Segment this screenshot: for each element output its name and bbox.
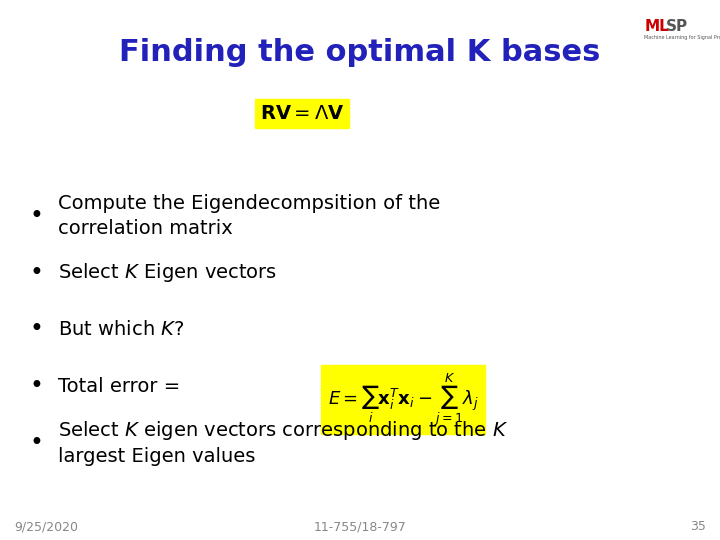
Text: •: • — [29, 318, 43, 341]
Text: $\mathbf{RV} = \Lambda\mathbf{V}$: $\mathbf{RV} = \Lambda\mathbf{V}$ — [260, 104, 345, 123]
Text: •: • — [29, 204, 43, 228]
Text: •: • — [29, 431, 43, 455]
Text: Total error =: Total error = — [58, 376, 186, 396]
Text: 9/25/2020: 9/25/2020 — [14, 520, 78, 533]
Text: •: • — [29, 261, 43, 285]
Text: Machine Learning for Signal Processing: Machine Learning for Signal Processing — [644, 35, 720, 40]
Text: Compute the Eigendecompsition of the
correlation matrix: Compute the Eigendecompsition of the cor… — [58, 194, 440, 238]
Text: Finding the optimal K bases: Finding the optimal K bases — [120, 38, 600, 67]
Text: 11-755/18-797: 11-755/18-797 — [314, 520, 406, 533]
Text: Select $K$ eigen vectors corresponding to the $K$
largest Eigen values: Select $K$ eigen vectors corresponding t… — [58, 419, 508, 467]
Text: But which $K$?: But which $K$? — [58, 320, 184, 339]
Text: $E = \sum_i \mathbf{x}_i^T \mathbf{x}_i - \sum_{j=1}^{K} \lambda_j$: $E = \sum_i \mathbf{x}_i^T \mathbf{x}_i … — [328, 371, 479, 428]
Text: SP: SP — [666, 19, 688, 34]
Text: •: • — [29, 374, 43, 398]
Text: 35: 35 — [690, 520, 706, 533]
Text: Select $K$ Eigen vectors: Select $K$ Eigen vectors — [58, 261, 276, 284]
Text: ML: ML — [644, 19, 669, 34]
